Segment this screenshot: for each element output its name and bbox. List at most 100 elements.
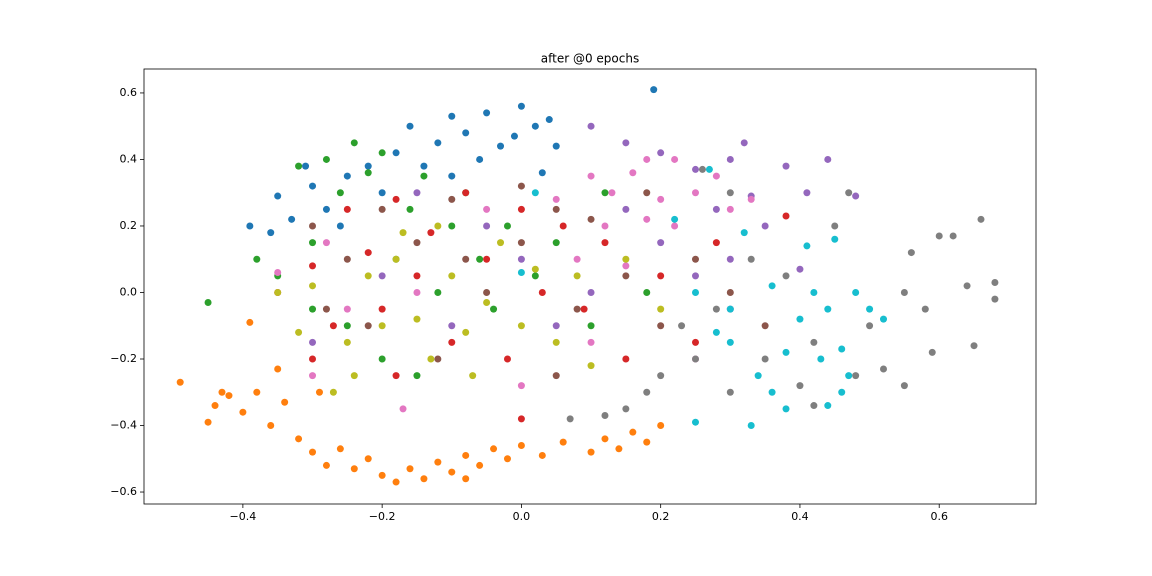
point [866, 322, 874, 330]
point [712, 328, 720, 336]
point [691, 355, 699, 363]
point [657, 372, 665, 380]
point [413, 288, 421, 296]
point [880, 365, 888, 373]
point [483, 109, 491, 117]
point [796, 315, 804, 323]
point [517, 205, 525, 213]
x-tick-label: −0.2 [369, 510, 396, 523]
point [322, 239, 330, 247]
point [176, 378, 184, 386]
point [336, 222, 344, 230]
point [274, 269, 282, 277]
point [309, 239, 317, 247]
point [824, 155, 832, 163]
point [531, 122, 539, 130]
point [309, 282, 317, 290]
point [448, 322, 456, 330]
point [309, 372, 317, 380]
point [413, 189, 421, 197]
point [392, 478, 400, 486]
point [420, 162, 428, 170]
point [726, 338, 734, 346]
point [587, 338, 595, 346]
point [364, 272, 372, 280]
point [476, 155, 484, 163]
point [239, 408, 247, 416]
point [796, 382, 804, 390]
point [643, 215, 651, 223]
point [552, 142, 560, 150]
point [378, 305, 386, 313]
point [483, 222, 491, 230]
point [900, 382, 908, 390]
point [288, 215, 296, 223]
point [309, 182, 317, 190]
point [392, 372, 400, 380]
point [622, 355, 630, 363]
point [559, 438, 567, 446]
point [712, 305, 720, 313]
point [845, 372, 853, 380]
point [517, 415, 525, 423]
point [601, 239, 609, 247]
y-tick-label: 0.4 [120, 152, 138, 165]
point [476, 255, 484, 263]
point [503, 455, 511, 463]
point [747, 422, 755, 430]
point [246, 318, 254, 326]
point [552, 338, 560, 346]
point [427, 229, 435, 237]
point [267, 422, 275, 430]
point [740, 229, 748, 237]
y-tick-label: 0.0 [120, 285, 138, 298]
y-tick-label: 0.2 [120, 219, 138, 232]
point [218, 388, 226, 396]
point [622, 405, 630, 413]
point [343, 172, 351, 180]
point [824, 305, 832, 313]
point [309, 305, 317, 313]
point [517, 322, 525, 330]
point [838, 345, 846, 353]
point [573, 272, 581, 280]
point [587, 448, 595, 456]
point [754, 372, 762, 380]
point [503, 222, 511, 230]
point [497, 239, 505, 247]
point [657, 322, 665, 330]
point [322, 305, 330, 313]
point [900, 288, 908, 296]
plot-frame [143, 68, 1037, 505]
point [462, 255, 470, 263]
point [761, 222, 769, 230]
point [629, 169, 637, 177]
point [726, 288, 734, 296]
point [740, 139, 748, 147]
point [782, 212, 790, 220]
point [322, 205, 330, 213]
point [309, 338, 317, 346]
point [448, 172, 456, 180]
point [538, 288, 546, 296]
point [691, 189, 699, 197]
point [476, 461, 484, 469]
point [364, 162, 372, 170]
point [831, 235, 839, 243]
point [462, 475, 470, 483]
point [274, 365, 282, 373]
point [462, 189, 470, 197]
point [587, 215, 595, 223]
point [928, 348, 936, 356]
point [587, 122, 595, 130]
point [566, 415, 574, 423]
point [322, 461, 330, 469]
point [517, 441, 525, 449]
point [378, 149, 386, 157]
point [782, 405, 790, 413]
point [810, 402, 818, 410]
point [991, 279, 999, 287]
point [406, 465, 414, 473]
point [378, 471, 386, 479]
